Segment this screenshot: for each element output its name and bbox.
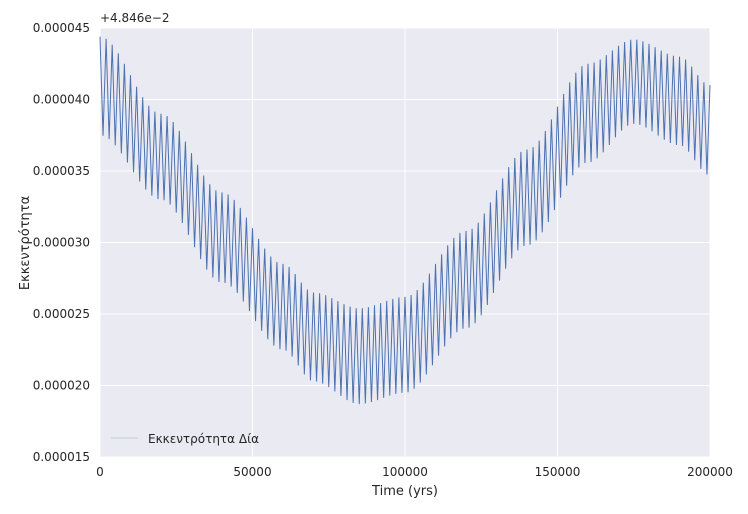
offset-text: +4.846e−2	[100, 11, 169, 25]
x-tick-label: 100000	[382, 465, 428, 479]
x-tick-label: 50000	[233, 465, 271, 479]
y-axis-title: Εκκεντρότητα	[18, 196, 33, 290]
legend: Εκκεντρότητα Δία	[111, 432, 259, 446]
y-tick-label: 0.000020	[33, 379, 90, 393]
series-line	[99, 36, 711, 405]
y-tick-label: 0.000025	[33, 307, 90, 321]
y-tick-label: 0.000040	[33, 93, 90, 107]
x-tick-labels: 0 50000 100000 150000 200000	[96, 465, 733, 479]
y-tick-label: 0.000045	[33, 21, 90, 35]
x-tick-label: 200000	[687, 465, 733, 479]
x-tick-label: 150000	[535, 465, 581, 479]
x-tick-label: 0	[96, 465, 104, 479]
y-tick-label: 0.000035	[33, 164, 90, 178]
legend-label: Εκκεντρότητα Δία	[148, 432, 259, 446]
y-tick-labels: 0.000015 0.000020 0.000025 0.000030 0.000035…	[33, 21, 90, 464]
y-tick-label: 0.000015	[33, 450, 90, 464]
series-layer	[99, 36, 711, 405]
y-tick-label: 0.000030	[33, 236, 90, 250]
x-axis-title: Time (yrs)	[371, 484, 438, 499]
